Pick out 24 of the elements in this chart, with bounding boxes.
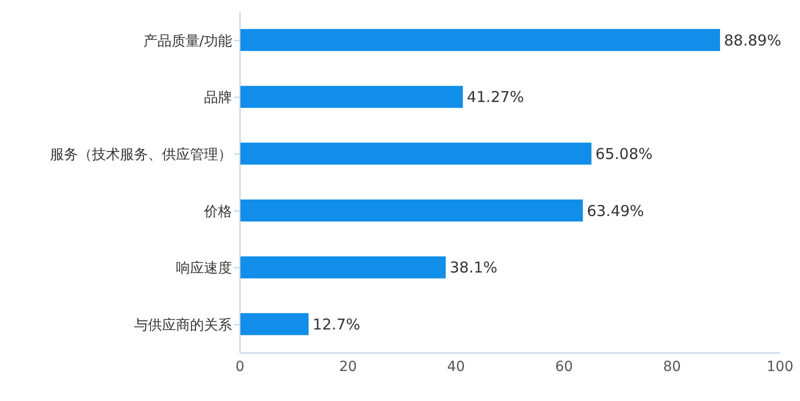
x-tick-label: 20 — [339, 358, 357, 375]
bar — [240, 200, 583, 222]
bar — [240, 29, 720, 51]
data-label: 38.1% — [450, 258, 498, 277]
y-tick-label: 品牌 — [204, 90, 232, 106]
x-tick-label: 0 — [236, 358, 244, 375]
y-tick-label: 响应速度 — [176, 260, 232, 277]
y-tick-label: 与供应商的关系 — [134, 318, 232, 334]
data-label: 88.89% — [724, 31, 782, 50]
data-label: 63.49% — [586, 202, 644, 220]
data-label: 12.7% — [312, 315, 360, 334]
bar — [240, 313, 309, 336]
bar — [240, 256, 446, 278]
y-tick-label: 服务（技术服务、供应管理） — [50, 147, 232, 164]
data-label: 41.27% — [466, 88, 524, 106]
bar — [240, 86, 463, 108]
x-tick-label: 40 — [447, 358, 465, 375]
y-tick-label: 产品质量/功能 — [143, 33, 232, 50]
y-tick-label: 价格 — [203, 204, 232, 220]
x-tick-label: 100 — [766, 358, 794, 375]
x-tick-label: 80 — [663, 358, 681, 375]
data-label: 65.08% — [595, 144, 653, 163]
x-tick-label: 60 — [555, 358, 573, 375]
bar — [240, 142, 592, 165]
